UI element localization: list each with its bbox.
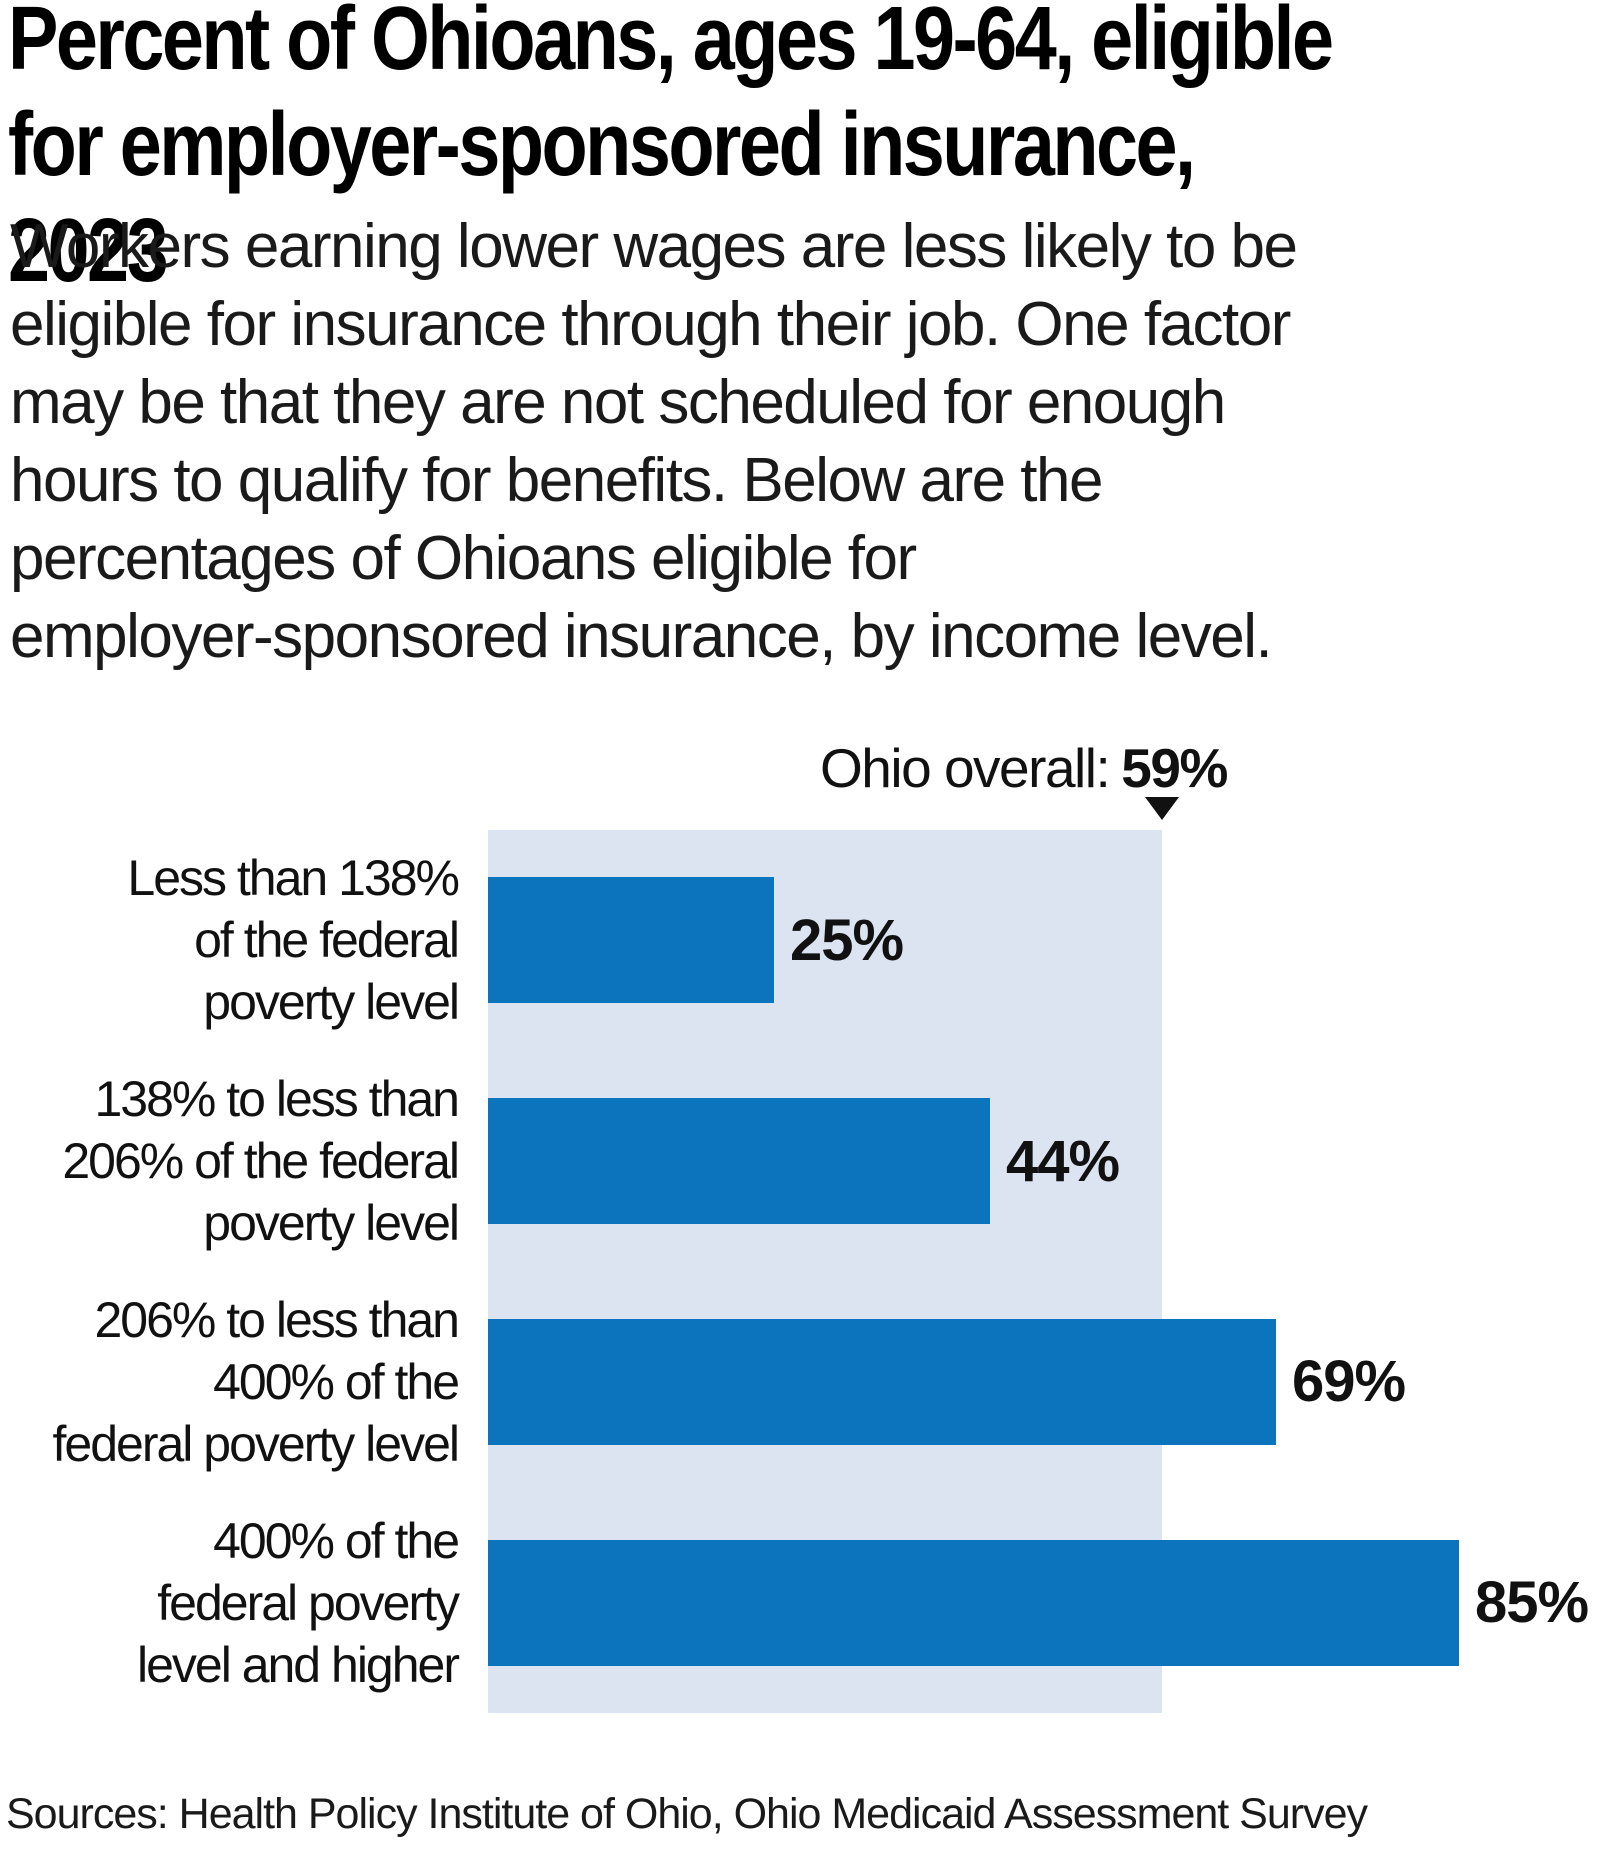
overall-annotation: Ohio overall: 59% (820, 737, 1228, 799)
overall-marker-down-triangle-icon (1145, 797, 1179, 820)
chart-row-4: 400% of the federal poverty level and hi… (0, 1492, 1600, 1713)
category-label-1: Less than 138% of the federal poverty le… (127, 850, 460, 1031)
bar-area-2: 44% (488, 1098, 1600, 1225)
chart-subtitle: Workers earning lower wages are less lik… (10, 212, 1298, 671)
bar-chart: Less than 138% of the federal poverty le… (0, 830, 1600, 1713)
chart-row-2: 138% to less than 206% of the federal po… (0, 1051, 1600, 1272)
bar-1 (488, 877, 774, 1004)
overall-annotation-label: Ohio overall: (820, 737, 1111, 799)
bar-3 (488, 1318, 1276, 1445)
value-label-3: 69% (1292, 1349, 1406, 1415)
chart-row-3: 206% to less than 400% of the federal po… (0, 1272, 1600, 1493)
bar-2 (488, 1098, 990, 1225)
value-label-1: 25% (790, 907, 904, 973)
chart-row-1: Less than 138% of the federal poverty le… (0, 830, 1600, 1051)
overall-annotation-value: 59% (1121, 737, 1228, 799)
category-label-4: 400% of the federal poverty level and hi… (136, 1512, 460, 1693)
bar-area-3: 69% (488, 1318, 1600, 1445)
bar-4 (488, 1539, 1459, 1666)
category-label-2: 138% to less than 206% of the federal po… (62, 1071, 460, 1252)
value-label-2: 44% (1006, 1128, 1120, 1194)
sources-line: Sources: Health Policy Institute of Ohio… (6, 1790, 1368, 1838)
value-label-4: 85% (1475, 1570, 1589, 1636)
bar-area-1: 25% (488, 877, 1600, 1004)
category-label-3: 206% to less than 400% of the federal po… (52, 1291, 460, 1472)
chart-title: Percent of Ohioans, ages 19-64, eligible… (8, 0, 1334, 301)
chart-rows: Less than 138% of the federal poverty le… (0, 830, 1600, 1713)
bar-area-4: 85% (488, 1539, 1600, 1666)
